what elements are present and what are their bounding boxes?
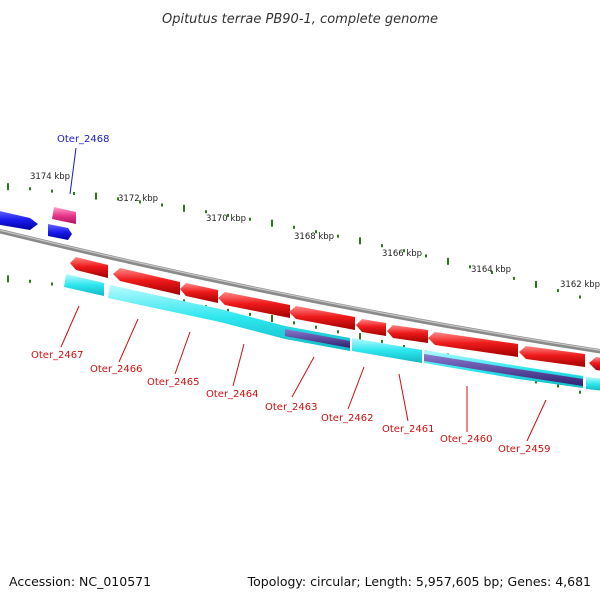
inner-scale-tick	[249, 312, 251, 316]
gene-label-oter-2462[interactable]: Oter_2462	[321, 413, 374, 424]
leader-oter-2465	[174, 331, 191, 375]
outer-scale-tick	[205, 210, 207, 214]
gene-label-oter-2460[interactable]: Oter_2460	[440, 434, 493, 445]
leader-oter-2461	[398, 373, 409, 422]
reverse-subfeature-oter-2463[interactable]	[285, 329, 350, 348]
outer-scale-tick	[579, 295, 581, 299]
reverse-gene-oter-2461[interactable]	[387, 325, 428, 343]
forward-rna-oter-2468[interactable]	[52, 207, 76, 224]
genome-summary-text: Topology: circular; Length: 5,957,605 bp…	[247, 574, 591, 589]
outer-scale-tick	[425, 254, 427, 258]
gene-label-oter-2465[interactable]: Oter_2465	[147, 377, 200, 388]
leader-oter-2463	[291, 356, 315, 398]
inner-scale-tick	[51, 282, 53, 286]
reverse-feature-edge[interactable]	[586, 377, 600, 391]
outer-scale-tick	[183, 204, 185, 212]
outer-scale-tick	[161, 203, 163, 207]
outer-scale-tick	[381, 244, 383, 248]
reverse-gene-oter-2464[interactable]	[218, 292, 290, 318]
inner-scale-tick	[337, 330, 339, 334]
leader-oter-2462	[347, 366, 365, 410]
reverse-gene-oter-2462[interactable]	[356, 319, 386, 336]
outer-scale-tick	[7, 183, 9, 191]
leader-oter-2467	[60, 305, 80, 348]
outer-scale-tick	[271, 219, 273, 227]
outer-scale-tick	[337, 234, 339, 238]
inner-scale-tick	[315, 325, 317, 329]
scale-label-3166: 3166 kbp	[382, 249, 422, 259]
outer-scale-tick	[293, 225, 295, 229]
leader-oter-2459	[526, 399, 547, 442]
genome-backbone-highlight	[0, 229, 600, 351]
outer-scale-tick	[491, 271, 493, 274]
scale-label-3172: 3172 kbp	[118, 194, 158, 204]
inner-scale-tick	[7, 275, 9, 283]
leader-oter-2466	[118, 318, 139, 363]
outer-scale-tick	[249, 217, 251, 221]
genome-backbone	[0, 228, 600, 354]
reverse-gene-oter-2463[interactable]	[289, 306, 355, 330]
outer-scale-tick	[359, 237, 361, 245]
outer-scale-tick	[51, 189, 53, 193]
reverse-gene-oter-2467[interactable]	[70, 257, 108, 278]
scale-label-3168: 3168 kbp	[294, 232, 334, 242]
reverse-gene-oter-2460[interactable]	[428, 332, 518, 357]
outer-scale-tick	[513, 276, 515, 280]
outer-scale-tick	[315, 230, 317, 234]
inner-scale-tick	[557, 384, 559, 388]
inner-scale-tick	[271, 315, 273, 322]
inner-scale-tick	[579, 390, 581, 394]
scale-label-3174: 3174 kbp	[30, 172, 70, 182]
scale-label-3162: 3162 kbp	[560, 280, 600, 290]
gene-label-oter-2463[interactable]: Oter_2463	[265, 402, 318, 413]
outer-scale-tick	[29, 187, 31, 191]
outer-scale-tick	[535, 280, 537, 288]
reverse-gene-oter-2465[interactable]	[180, 283, 218, 303]
outer-scale-tick	[227, 213, 229, 217]
scale-label-3170: 3170 kbp	[206, 214, 246, 224]
outer-scale-tick	[73, 192, 75, 195]
inner-scale-tick	[29, 279, 31, 283]
gene-label-oter-2467[interactable]: Oter_2467	[31, 350, 84, 361]
forward-gene-oter-2468-left[interactable]	[48, 224, 72, 240]
gene-label-oter-2459[interactable]: Oter_2459	[498, 444, 551, 455]
outer-scale-tick	[95, 192, 97, 200]
leader-oter-2464	[232, 343, 245, 387]
gene-label-oter-2466[interactable]: Oter_2466	[90, 364, 143, 375]
forward-gene-left[interactable]	[0, 210, 38, 230]
outer-scale-ticks	[7, 183, 581, 299]
reverse-feature-oter-2462[interactable]	[352, 338, 422, 363]
inner-scale-tick	[293, 321, 295, 325]
inner-scale-tick	[227, 308, 229, 312]
reverse-feature-oter-2467[interactable]	[64, 274, 104, 296]
gene-label-oter-2464[interactable]: Oter_2464	[206, 389, 259, 400]
outer-scale-tick	[469, 265, 471, 269]
map-title: Opitutus terrae PB90-1, complete genome	[162, 12, 438, 27]
inner-scale-tick	[359, 333, 361, 341]
reverse-gene-oter-2466[interactable]	[113, 268, 180, 295]
leader-oter-2468	[69, 147, 77, 195]
inner-scale-tick	[381, 339, 383, 343]
gene-label-oter-2468[interactable]: Oter_2468	[57, 134, 110, 145]
outer-scale-tick	[557, 289, 559, 293]
reverse-gene-edge[interactable]	[589, 357, 600, 371]
outer-scale-tick	[139, 200, 141, 204]
accession-text: Accession: NC_010571	[9, 574, 151, 589]
reverse-subfeature-oter-2459[interactable]	[424, 354, 583, 386]
outer-scale-tick	[117, 197, 119, 201]
scale-label-3164: 3164 kbp	[471, 265, 511, 275]
gene-label-oter-2461[interactable]: Oter_2461	[382, 424, 435, 435]
inner-scale-tick	[403, 345, 405, 348]
outer-scale-tick	[403, 249, 405, 253]
outer-scale-tick	[447, 257, 449, 265]
reverse-gene-oter-2459[interactable]	[519, 346, 585, 367]
